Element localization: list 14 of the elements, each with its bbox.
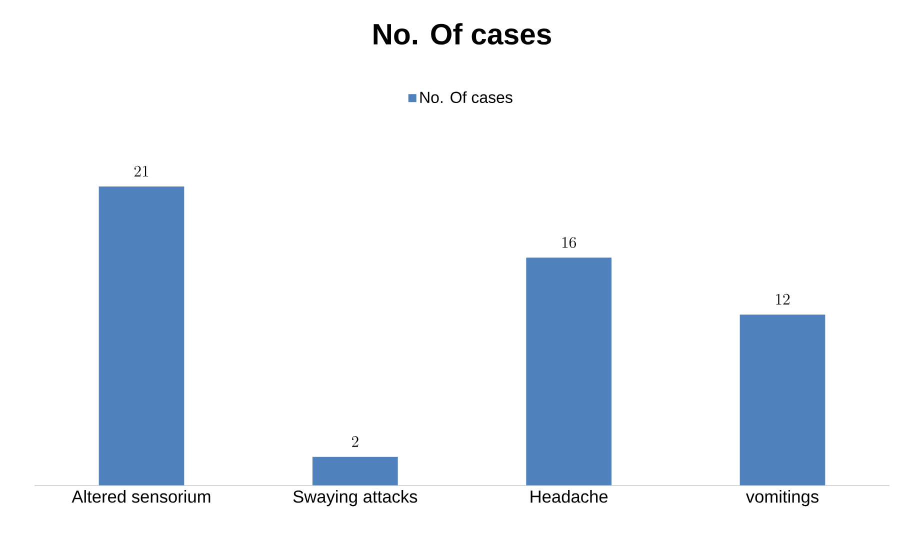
bar	[526, 258, 612, 486]
x-tick-label: Swaying attacks	[293, 490, 418, 506]
bar	[98, 186, 184, 486]
bar	[312, 456, 398, 486]
x-tick-label: Headache	[530, 490, 608, 503]
data-label: 2	[352, 436, 358, 447]
x-tick-label: vomitings	[746, 490, 818, 506]
chart-title: No. Of cases	[374, 22, 551, 44]
data-label: 21	[134, 166, 148, 176]
x-tick-label: Altered sensorium	[72, 490, 210, 503]
bar	[740, 314, 826, 486]
data-label: 16	[562, 236, 576, 248]
data-label: 12	[776, 294, 790, 304]
legend-label: No. Of cases	[420, 91, 512, 103]
